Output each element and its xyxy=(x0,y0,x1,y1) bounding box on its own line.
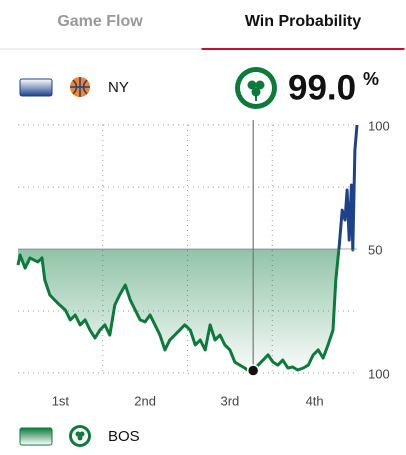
legend-label: NY xyxy=(108,79,129,96)
team-logo-lines xyxy=(70,77,90,97)
legend-swatch xyxy=(19,78,53,97)
y-tick-label: 50 xyxy=(368,242,382,257)
probability-line xyxy=(16,124,359,374)
x-tick-label: 3rd xyxy=(220,393,239,408)
y-tick-label: 100 xyxy=(368,118,390,133)
probability-unit: % xyxy=(363,69,379,89)
area xyxy=(18,249,357,372)
x-tick-label: 2nd xyxy=(134,393,156,408)
tab[interactable]: Game Flow xyxy=(57,13,143,30)
x-tick-label: 1st xyxy=(52,393,70,408)
tab[interactable]: Win Probability xyxy=(245,13,361,30)
legend-swatch xyxy=(19,427,53,446)
probability-value: 99.0 xyxy=(288,68,356,107)
legend-label: BOS xyxy=(108,428,140,445)
y-tick-label: 100 xyxy=(368,366,390,381)
hover-dot xyxy=(246,364,260,377)
shamrock xyxy=(247,80,265,101)
shamrock xyxy=(75,431,85,441)
x-tick-label: 4th xyxy=(306,393,324,408)
